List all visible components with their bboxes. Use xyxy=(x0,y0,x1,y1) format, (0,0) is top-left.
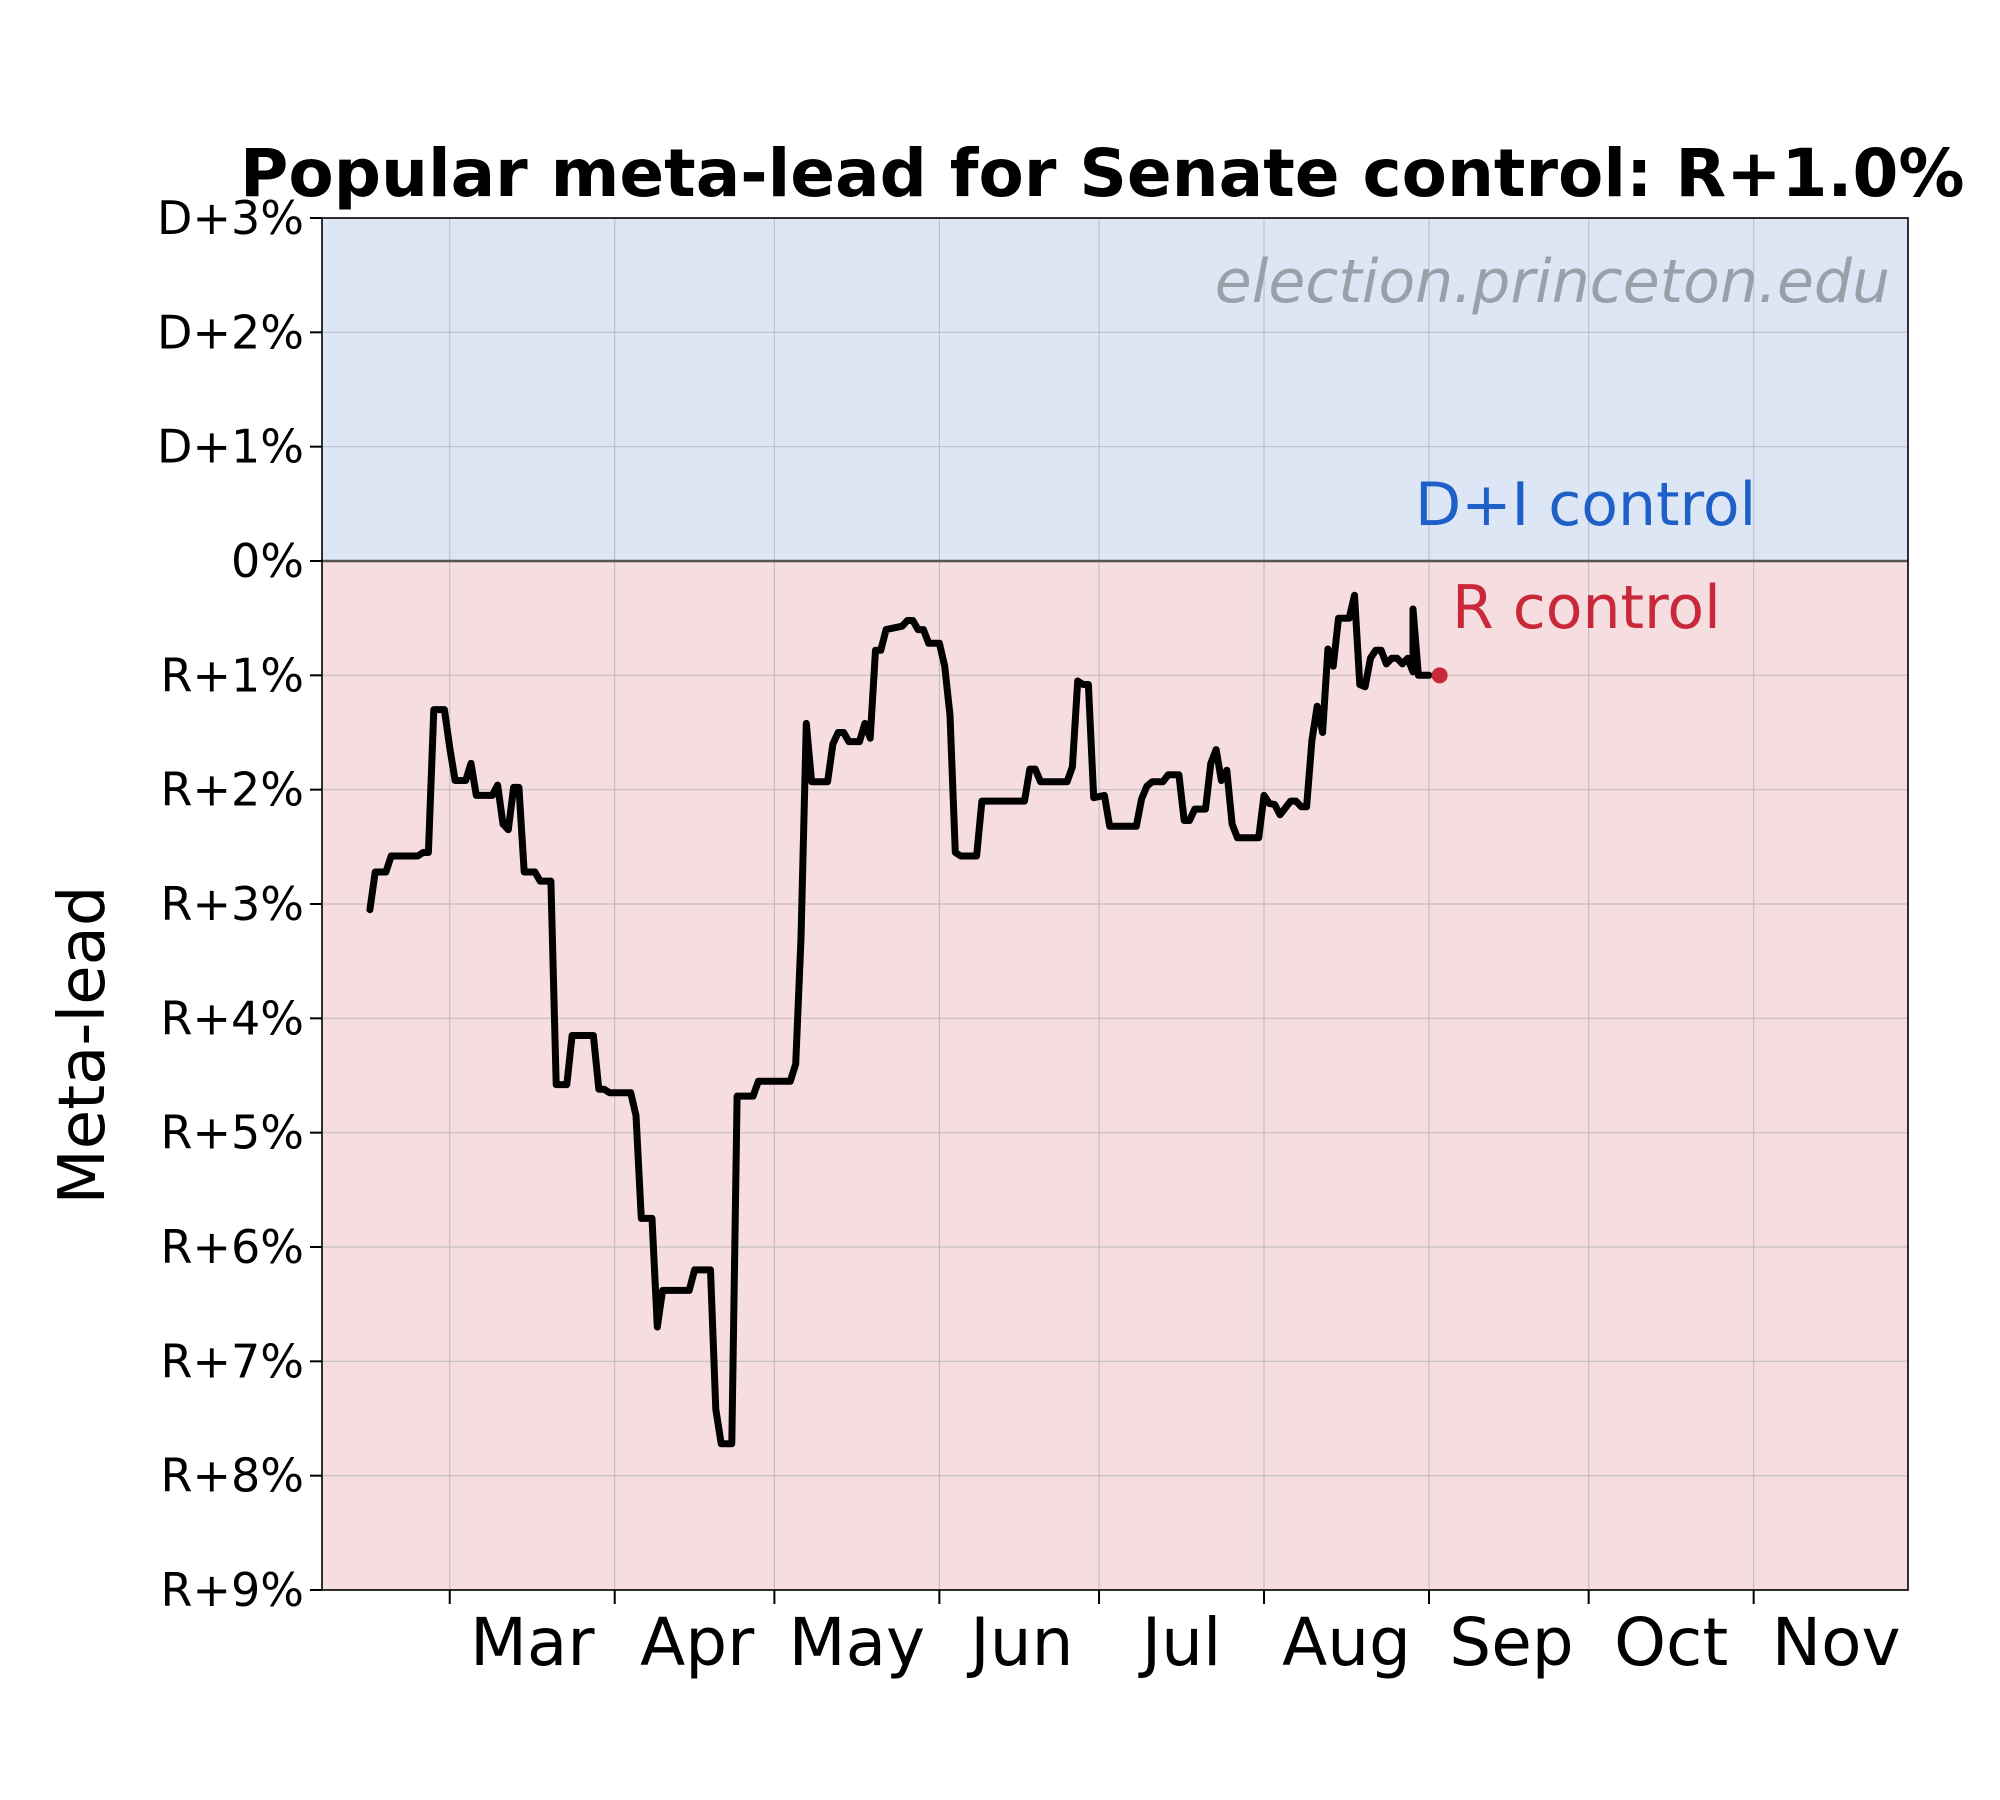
x-tick-label: May xyxy=(789,1604,925,1681)
x-tick-label: Jul xyxy=(1138,1604,1222,1681)
y-tick-label: D+1% xyxy=(157,420,304,474)
plot-area: D+3% D+2% D+1% 0% R+1% R+2% R+3% R+4% R+5% R+6% R+… xyxy=(157,191,1909,1681)
y-tick-label: D+2% xyxy=(157,305,304,359)
r-control-region xyxy=(322,561,1908,1590)
y-tick-label: 0% xyxy=(231,534,304,588)
meta-lead-series-line xyxy=(366,591,1433,1448)
x-tick-label: Apr xyxy=(640,1604,755,1681)
y-tick-label: R+5% xyxy=(161,1106,304,1160)
watermark-text: election.princeton.edu xyxy=(1215,247,1890,317)
x-tick-label: Jun xyxy=(966,1604,1073,1681)
r-control-label: R control xyxy=(1452,573,1721,643)
d-control-region xyxy=(322,218,1908,561)
y-tick-label: R+7% xyxy=(161,1334,304,1388)
y-tick-label: R+1% xyxy=(161,648,304,702)
y-tick-label: R+4% xyxy=(161,991,304,1045)
y-tick-label: R+6% xyxy=(161,1220,304,1274)
y-tick-label: D+3% xyxy=(157,191,304,245)
y-tick-label: R+9% xyxy=(161,1563,304,1617)
chart-title: Popular meta-lead for Senate control: R+… xyxy=(240,135,1965,212)
x-tick-label: Nov xyxy=(1772,1604,1901,1681)
d-control-label: D+I control xyxy=(1415,470,1756,540)
x-tick-label: Sep xyxy=(1449,1604,1573,1681)
y-tick-label: R+8% xyxy=(161,1449,304,1503)
plot-frame xyxy=(321,217,1909,1591)
y-tick-label: R+3% xyxy=(161,877,304,931)
x-tick-label: Aug xyxy=(1282,1604,1411,1681)
y-axis-label: Meta-lead xyxy=(46,886,120,1205)
x-tick-label: Oct xyxy=(1614,1604,1728,1681)
x-tick-label: Mar xyxy=(470,1604,595,1681)
current-value-marker xyxy=(1431,667,1448,684)
y-tick-label: R+2% xyxy=(161,763,304,817)
